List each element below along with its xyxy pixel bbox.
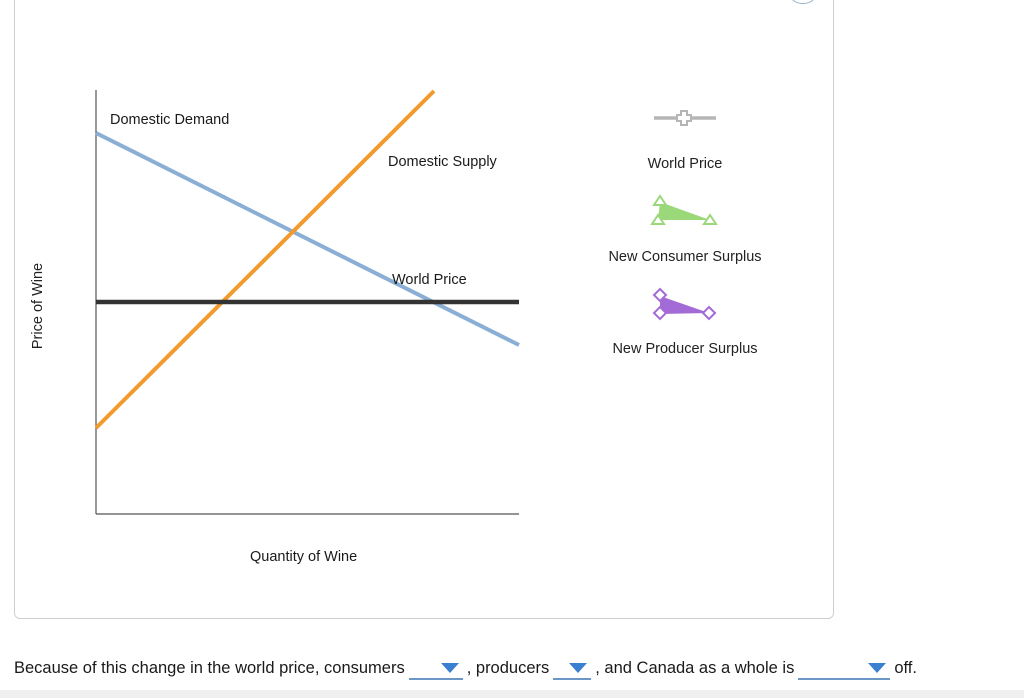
purple-triangle-icon[interactable] [652,287,717,321]
chevron-down-icon [569,663,588,673]
palette-consumer-surplus-label: New Consumer Surplus [608,249,762,265]
consumers-dropdown[interactable] [408,656,463,680]
domestic-demand-curve[interactable] [95,131,520,347]
domestic-supply-label: Domestic Supply [388,154,497,170]
chevron-down-icon [868,663,887,673]
question-text-3: , and Canada as a whole is [595,658,795,677]
chevron-down-icon [440,663,459,673]
domestic-supply-curve[interactable] [94,89,436,430]
graph-canvas[interactable] [0,0,1024,620]
bottom-strip [0,690,1024,698]
palette-producer-surplus-label: New Producer Surplus [612,341,758,357]
canada-dropdown[interactable] [798,656,891,680]
x-axis-label: Quantity of Wine [250,549,358,565]
domestic-demand-label: Domestic Demand [110,112,230,128]
question-text-1: Because of this change in the world pric… [14,658,405,677]
world-price-tool-icon[interactable] [654,110,716,126]
question-text-2: , producers [466,658,550,677]
question-sentence: Because of this change in the world pric… [14,656,917,680]
palette-world-price-label: World Price [647,156,723,172]
world-price-line-label: World Price [392,272,467,288]
producers-dropdown[interactable] [553,656,592,680]
question-text-4: off. [894,658,917,677]
y-axis-label: Price of Wine [30,262,46,350]
green-triangle-icon[interactable] [650,194,718,225]
